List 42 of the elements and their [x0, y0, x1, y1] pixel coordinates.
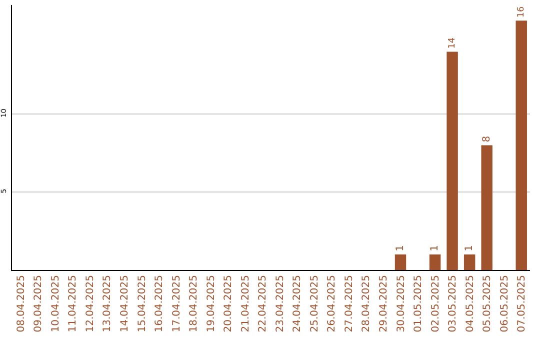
bar [429, 254, 441, 270]
x-tick-label: 11.04.2025 [68, 275, 79, 332]
x-tick-label: 10.04.2025 [50, 275, 62, 332]
x-tick-label: 15.04.2025 [136, 275, 148, 332]
data-label: 1 [464, 245, 476, 252]
x-tick-label: 07.05.2025 [516, 275, 528, 332]
x-tick-label: 27.04.2025 [344, 275, 355, 332]
x-tick-label: 22.04.2025 [258, 275, 269, 332]
x-tick-label: 02.05.2025 [430, 275, 442, 332]
bar [516, 20, 527, 270]
x-tick-label: 08.04.2025 [16, 275, 27, 332]
x-tick-label: 20.04.2025 [223, 275, 234, 332]
data-label: 16 [516, 6, 527, 18]
x-tick-label: 05.05.2025 [482, 275, 494, 332]
x-tick-label: 01.05.2025 [413, 275, 424, 332]
x-tick-label: 26.04.2025 [326, 275, 338, 332]
x-tick-label: 21.04.2025 [240, 275, 252, 332]
x-tick-label: 14.04.2025 [119, 275, 130, 332]
x-tick-label: 16.04.2025 [154, 275, 166, 332]
x-tick-label: 28.04.2025 [361, 275, 372, 332]
data-label: 1 [395, 245, 406, 252]
x-tick-label: 17.04.2025 [171, 275, 182, 332]
x-tick-label: 12.04.2025 [84, 275, 96, 332]
data-label: 1 [430, 245, 441, 252]
x-tick-label: 13.04.2025 [102, 275, 114, 332]
bar [446, 52, 458, 270]
bar [464, 254, 476, 270]
x-tick-label: 18.04.2025 [188, 275, 200, 332]
data-label: 8 [481, 136, 492, 142]
x-tick-label: 04.05.2025 [464, 275, 476, 332]
x-tick-label: 25.04.2025 [309, 275, 320, 332]
x-tick-label: 24.04.2025 [292, 275, 304, 332]
x-tick-label: 23.04.2025 [274, 275, 286, 332]
x-tick-label: 29.04.2025 [378, 275, 390, 332]
x-tick-label: 03.05.2025 [448, 275, 459, 332]
x-tick-label: 30.04.2025 [396, 275, 407, 332]
x-tick-label: 09.04.2025 [33, 275, 44, 332]
bar [394, 254, 406, 270]
data-label: 14 [448, 37, 458, 49]
x-tick-label: 06.05.2025 [499, 275, 510, 332]
bar [481, 145, 492, 270]
x-tick-label: 19.04.2025 [206, 275, 217, 332]
